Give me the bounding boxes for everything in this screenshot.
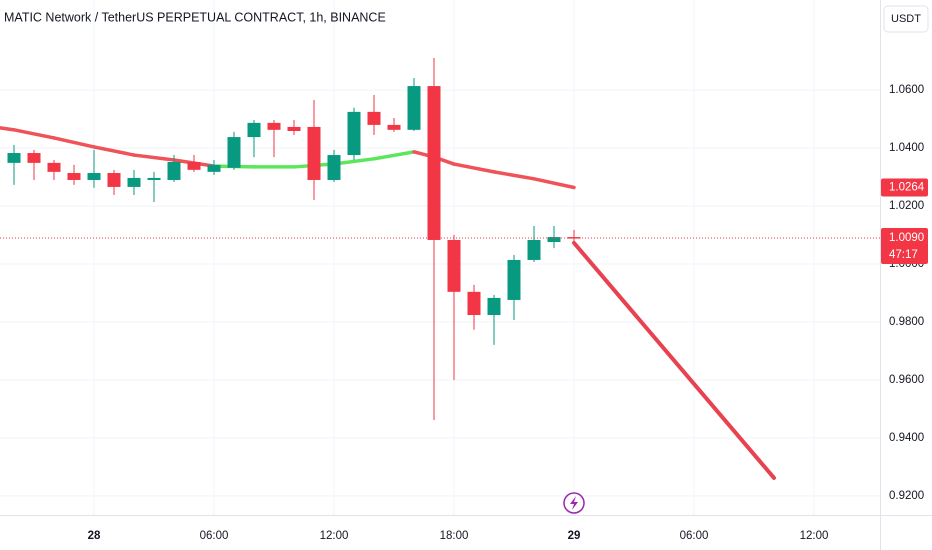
x-tick-label: 12:00: [800, 530, 829, 542]
x-tick-label: 06:00: [200, 530, 229, 542]
y-tick-label: 1.0400: [889, 142, 924, 154]
y-tick-label: 1.0200: [889, 200, 924, 212]
moving-average: [532, 177, 576, 190]
candle-body: [187, 162, 201, 170]
countdown-label: 47:17: [889, 249, 918, 261]
candle-body: [447, 239, 461, 292]
moving-average: [0, 126, 16, 132]
price-label: 1.0090: [889, 232, 924, 244]
currency-button-label[interactable]: USDT: [891, 13, 921, 25]
candle-body: [67, 173, 81, 180]
projection-line: [572, 240, 776, 480]
y-tick-label: 1.0600: [889, 84, 924, 96]
moving-average: [52, 136, 96, 149]
candle-body: [407, 86, 421, 130]
currency-button[interactable]: [883, 5, 929, 33]
y-tick-label: 0.9800: [889, 316, 924, 328]
x-tick-label: 06:00: [680, 530, 709, 542]
candle-body: [547, 237, 561, 242]
candle-body: [7, 153, 21, 163]
candle-body: [267, 122, 281, 130]
candle-body: [487, 297, 501, 316]
x-tick-label: 18:00: [440, 530, 469, 542]
price-label: 1.0264: [889, 182, 925, 194]
y-tick-label: 0.9400: [889, 432, 924, 444]
candle-body: [127, 177, 141, 187]
candle-body: [47, 162, 61, 172]
candle-body: [287, 126, 301, 131]
candle-body: [147, 177, 161, 180]
candle-body: [107, 173, 121, 187]
price-label-box: [881, 227, 928, 264]
y-tick-label: 0.9200: [889, 490, 924, 502]
moving-average: [492, 170, 536, 181]
moving-average: [332, 157, 376, 166]
x-tick-label: 28: [88, 530, 101, 542]
event-bolt[interactable]: [570, 496, 578, 510]
candle-body: [507, 259, 521, 300]
candle-body: [527, 239, 541, 260]
x-tick-label: 29: [568, 530, 581, 542]
candle-body: [167, 162, 181, 180]
candle-body: [247, 122, 261, 138]
candle-body: [387, 124, 401, 130]
candle-body: [207, 164, 221, 172]
moving-average: [92, 145, 136, 157]
moving-average: [132, 153, 176, 162]
candle-body: [87, 173, 101, 180]
price-label-box: [881, 178, 928, 197]
moving-average: [372, 150, 416, 161]
candle-body: [27, 153, 41, 163]
candle-body: [427, 86, 441, 240]
candle-body: [227, 137, 241, 168]
candle-body: [327, 155, 341, 180]
candle-body: [567, 237, 581, 239]
x-tick-label: 12:00: [320, 530, 349, 542]
candle-body: [467, 291, 481, 316]
y-tick-label: 0.9600: [889, 374, 924, 386]
moving-average: [452, 162, 496, 174]
candle-body: [347, 111, 361, 156]
moving-average: [12, 128, 56, 140]
chart-title: MATIC Network / TetherUS PERPETUAL CONTR…: [4, 10, 386, 24]
candle-body: [367, 111, 381, 125]
candle-body: [307, 126, 321, 180]
event-icon[interactable]: [563, 492, 585, 514]
